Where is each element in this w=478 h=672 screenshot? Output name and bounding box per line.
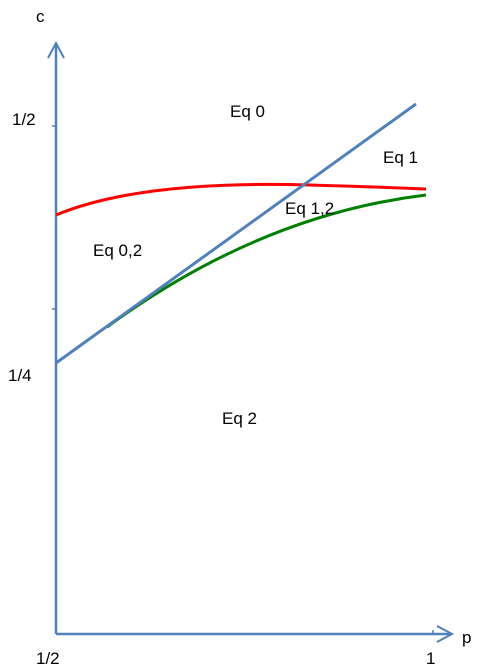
region-label-eq1: Eq 1 [383, 148, 418, 167]
region-label-eq2: Eq 2 [222, 409, 257, 428]
green-curve [106, 193, 427, 329]
region-label-eq0: Eq 0 [230, 102, 265, 121]
x-tick-label-half: 1/2 [36, 649, 60, 668]
y-axis-arrowhead [47, 40, 65, 59]
red-curve [55, 182, 427, 217]
y-tick-label-quarter: 1/4 [8, 366, 32, 385]
region-label-eq02: Eq 0,2 [93, 241, 142, 260]
x-axis-arrowhead [436, 625, 455, 643]
y-tick-label-half: 1/2 [12, 110, 36, 129]
y-axis-label: c [36, 7, 45, 26]
blue-threshold-line [55, 102, 417, 365]
x-tick-label-one: 1 [426, 649, 435, 668]
region-label-eq12: Eq 1,2 [285, 199, 334, 218]
x-axis-label: p [462, 628, 471, 647]
